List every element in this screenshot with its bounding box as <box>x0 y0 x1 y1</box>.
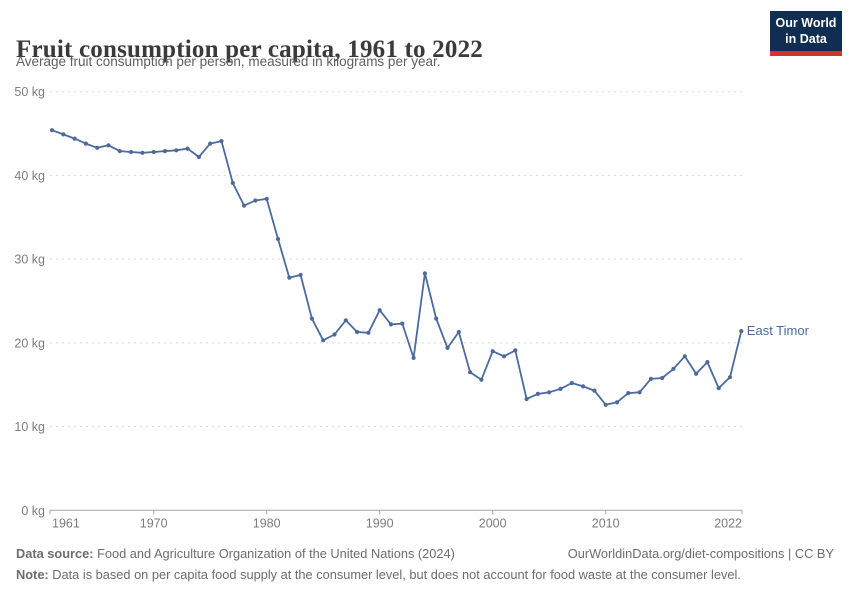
svg-text:30 kg: 30 kg <box>14 253 45 267</box>
svg-text:2000: 2000 <box>479 516 507 530</box>
svg-text:1990: 1990 <box>366 516 394 530</box>
footer-note-line: Note: Data is based on per capita food s… <box>16 567 741 582</box>
svg-text:2010: 2010 <box>592 516 620 530</box>
svg-text:1961: 1961 <box>52 516 80 530</box>
svg-text:2022: 2022 <box>714 516 742 530</box>
y-axis-labels: 0 kg 10 kg 20 kg 30 kg 40 kg 50 kg <box>14 85 45 518</box>
page-title: Fruit consumption per capita, 1961 to 20… <box>16 35 483 63</box>
series-points[interactable] <box>49 128 744 407</box>
page-subtitle: Average fruit consumption per person, me… <box>16 54 441 69</box>
svg-text:20 kg: 20 kg <box>14 336 45 350</box>
footer-source: Data source: Food and Agriculture Organi… <box>16 546 455 561</box>
svg-text:1980: 1980 <box>253 516 281 530</box>
y-gridlines <box>50 91 742 511</box>
owid-logo-line2: in Data <box>785 31 827 46</box>
x-axis: 1961 1970 1980 1990 2000 2010 2022 <box>49 510 743 530</box>
svg-text:1970: 1970 <box>140 516 168 530</box>
svg-text:10 kg: 10 kg <box>14 420 45 434</box>
owid-logo[interactable]: Our World in Data <box>770 11 842 57</box>
footer-license-link[interactable]: OurWorldinData.org/diet-compositions | C… <box>567 546 834 561</box>
series-end-label[interactable]: East Timor <box>747 323 810 338</box>
svg-text:50 kg: 50 kg <box>14 85 45 99</box>
footer-source-line: Data source: Food and Agriculture Organi… <box>16 546 834 561</box>
svg-text:40 kg: 40 kg <box>14 169 45 183</box>
svg-text:0 kg: 0 kg <box>21 504 45 518</box>
series-line[interactable] <box>51 129 743 406</box>
owid-logo-line1: Our World <box>775 16 837 30</box>
